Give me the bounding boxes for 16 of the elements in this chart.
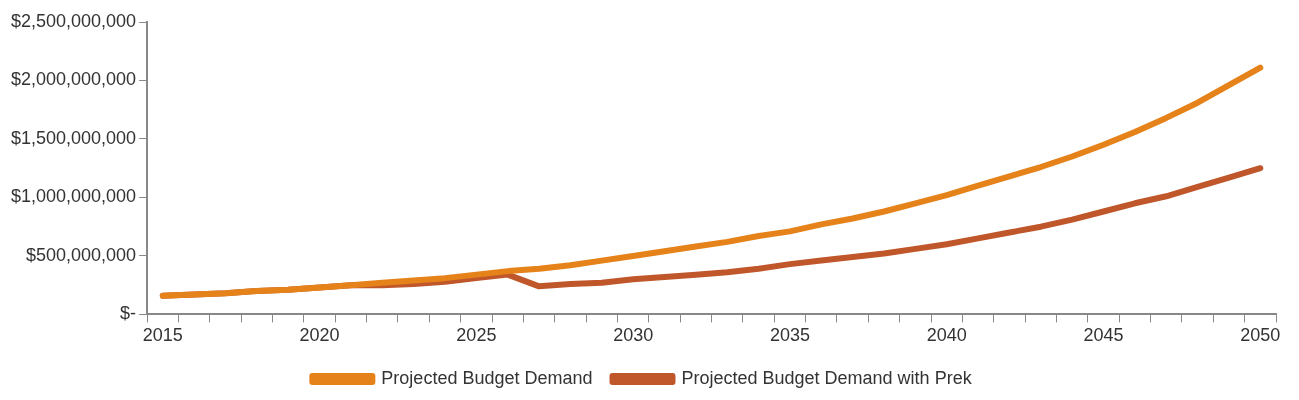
x-tick-label: 2015 [142,325,183,346]
legend-label: Projected Budget Demand [381,367,593,388]
x-tick-label: 2040 [926,325,967,346]
x-tick-label: 2030 [613,325,654,346]
x-tick-label: 2020 [299,325,340,346]
x-tick-label: 2045 [1083,325,1124,346]
y-tick-label: $2,000,000,000 [11,69,137,90]
y-tick-label: $500,000,000 [26,244,137,265]
y-tick-label: $2,500,000,000 [11,10,137,31]
x-tick-label: 2050 [1240,325,1281,346]
y-tick-label: $- [120,303,137,324]
x-tick-label: 2035 [769,325,810,346]
y-tick-label: $1,000,000,000 [11,186,137,207]
y-tick-label: $1,500,000,000 [11,127,137,148]
x-tick-label: 2025 [456,325,497,346]
legend-label: Projected Budget Demand with Prek [681,367,973,388]
